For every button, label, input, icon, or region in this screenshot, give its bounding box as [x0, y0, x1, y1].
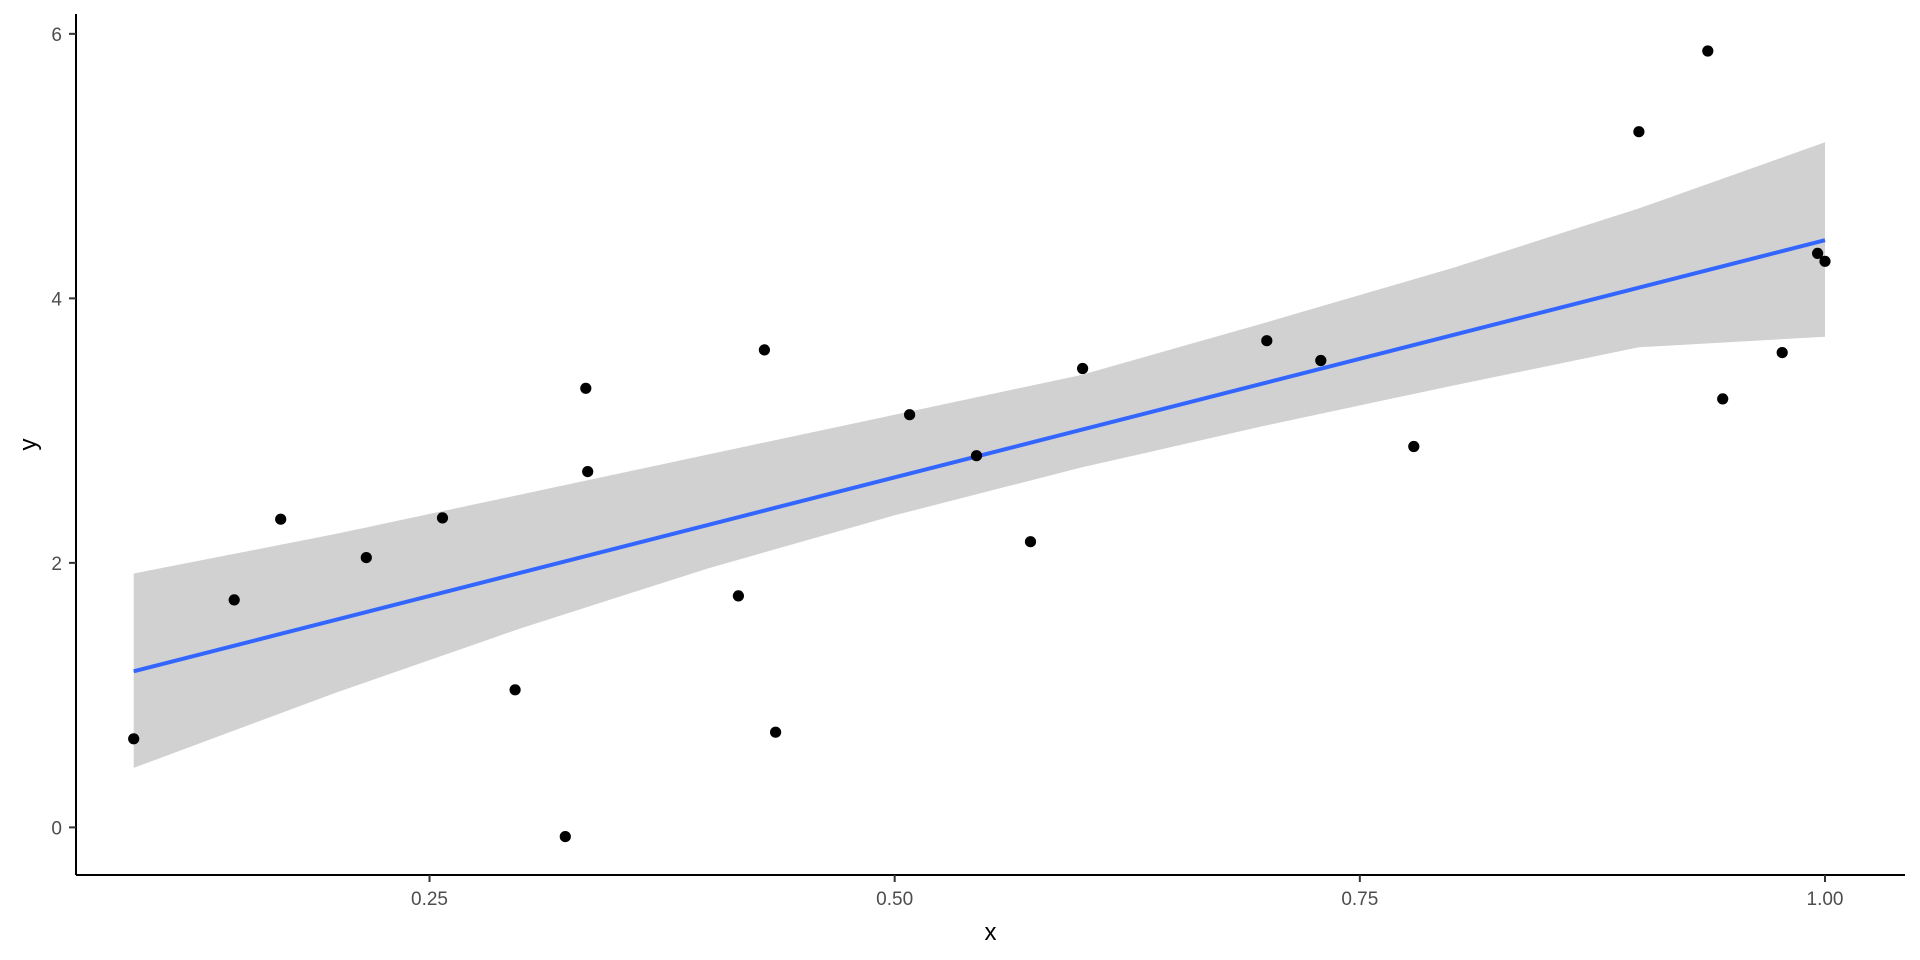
x-tick-label: 0.50 [876, 889, 913, 910]
data-point [970, 450, 983, 462]
data-point [1077, 362, 1089, 375]
data-points [128, 45, 1831, 843]
data-point [1717, 393, 1729, 405]
plot-panel [128, 45, 1831, 843]
y-axis-title: y [15, 439, 42, 451]
data-point [1024, 536, 1037, 548]
x-tick-label: 0.75 [1341, 889, 1378, 910]
data-point [904, 409, 916, 421]
data-point [1633, 126, 1645, 138]
data-point [580, 382, 592, 394]
data-point [770, 726, 782, 738]
data-point [228, 594, 240, 606]
data-point [275, 513, 287, 525]
data-point [509, 684, 521, 696]
data-point [1261, 335, 1273, 347]
data-point [758, 344, 771, 356]
x-axis-ticks: 0.25 0.50 0.75 1.00 [411, 875, 1843, 910]
y-tick-label: 0 [51, 818, 62, 839]
data-point [732, 590, 745, 602]
y-axis-ticks: 0 2 4 6 [51, 25, 76, 839]
data-point [436, 512, 449, 524]
y-tick-label: 6 [51, 25, 62, 46]
data-point [1408, 440, 1420, 453]
data-point [582, 466, 594, 478]
y-tick-label: 2 [51, 554, 62, 575]
data-point [1819, 255, 1831, 267]
data-point [1776, 347, 1788, 359]
x-tick-label: 0.25 [411, 889, 448, 910]
y-tick-label: 4 [51, 289, 62, 310]
data-point [128, 733, 140, 745]
data-point [1812, 247, 1824, 259]
data-point [559, 831, 571, 843]
x-tick-label: 1.00 [1807, 889, 1844, 910]
data-point [1315, 354, 1327, 367]
data-point [1702, 45, 1714, 57]
data-point [360, 552, 372, 564]
x-axis-title: x [985, 919, 997, 946]
